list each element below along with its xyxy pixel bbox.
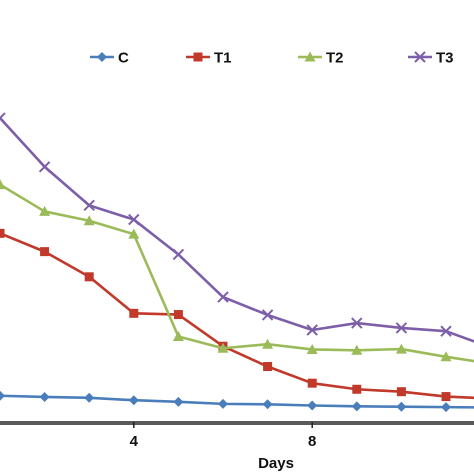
data-point-t1-day-7 — [263, 362, 273, 372]
data-point-t2-day-7 — [262, 338, 274, 349]
data-point-t2-day-2 — [39, 205, 51, 216]
data-point-t1-day-5 — [173, 310, 183, 320]
data-point-t3-day-9 — [351, 317, 363, 329]
series-t3 — [0, 112, 474, 343]
legend-label-c: C — [118, 50, 129, 67]
data-point-t2-day-4 — [128, 228, 140, 239]
data-point-t2-day-6 — [217, 342, 229, 353]
data-point-t2-day-10 — [395, 343, 407, 354]
data-point-t3-day-7 — [261, 309, 274, 321]
data-point-c-day-4 — [128, 395, 139, 406]
data-point-c-day-2 — [39, 391, 50, 402]
data-point-t3-day-2 — [38, 161, 51, 173]
series-c — [0, 390, 474, 413]
data-point-t3-day-10 — [395, 322, 408, 334]
data-point-t3-day-6 — [217, 291, 229, 303]
data-point-t1-day-3 — [84, 272, 94, 282]
legend: C T1 T2 T3 — [90, 50, 454, 67]
data-point-t1-day-2 — [40, 247, 50, 257]
series-layer — [0, 112, 474, 413]
data-point-t1-day-1 — [0, 228, 5, 238]
legend-swatch-marker-t2 — [304, 51, 316, 62]
data-point-t1-day-8 — [307, 378, 317, 388]
legend-item-t2: T2 — [298, 50, 344, 67]
legend-swatch-marker-c — [97, 52, 107, 62]
series-t1 — [0, 228, 474, 402]
data-point-t2-day-11 — [440, 351, 452, 362]
data-point-t1-day-10 — [396, 387, 406, 397]
legend-label-t3: T3 — [436, 50, 454, 67]
data-point-c-day-11 — [441, 402, 451, 413]
x-axis-ticks: 48121620 — [0, 421, 474, 450]
plot-frame — [0, 423, 474, 425]
legend-item-t3: T3 — [408, 50, 454, 67]
series-line-t2 — [0, 183, 474, 363]
data-point-t1-day-9 — [352, 384, 362, 394]
series-t2 — [0, 179, 474, 363]
x-tick-label-4: 4 — [130, 433, 139, 450]
series-line-t1 — [0, 232, 474, 400]
data-point-c-day-10 — [396, 401, 407, 412]
data-point-t3-day-11 — [440, 325, 452, 337]
data-point-t2-day-8 — [306, 343, 318, 354]
data-point-t3-day-4 — [128, 213, 140, 226]
legend-swatch-marker-t3 — [414, 51, 426, 63]
data-point-t3-day-5 — [172, 248, 185, 261]
data-point-t3-day-3 — [83, 199, 95, 212]
data-point-t3-day-8 — [306, 324, 318, 336]
data-point-t1-day-4 — [129, 308, 139, 318]
data-point-t1-day-11 — [441, 392, 451, 402]
data-point-c-day-7 — [262, 399, 273, 410]
data-point-c-day-6 — [218, 398, 228, 409]
legend-item-t1: T1 — [186, 50, 232, 67]
legend-label-t1: T1 — [214, 50, 232, 67]
series-line-t3 — [0, 117, 474, 343]
data-point-c-day-9 — [351, 401, 362, 412]
legend-item-c: C — [90, 50, 129, 67]
data-point-t2-day-1 — [0, 179, 6, 190]
x-axis-title: Days — [258, 455, 294, 472]
data-point-c-day-1 — [0, 390, 5, 401]
data-point-c-day-5 — [173, 396, 184, 407]
data-point-t2-day-9 — [351, 344, 363, 355]
x-tick-label-8: 8 — [308, 433, 316, 450]
data-point-c-day-8 — [307, 400, 318, 411]
series-line-c — [0, 394, 474, 409]
legend-label-t2: T2 — [326, 50, 344, 67]
data-point-t2-day-5 — [172, 330, 184, 341]
legend-swatch-marker-t1 — [193, 52, 203, 62]
data-point-t3-day-1 — [0, 112, 6, 124]
data-point-c-day-3 — [84, 392, 95, 403]
data-point-t2-day-3 — [83, 215, 95, 226]
